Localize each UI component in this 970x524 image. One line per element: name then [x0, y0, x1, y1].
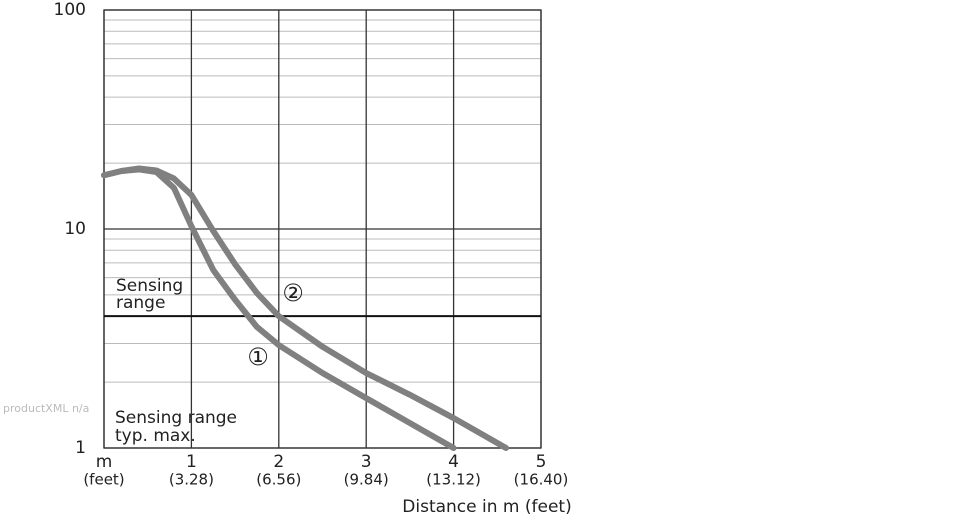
x-tick-label: 4 [448, 452, 459, 472]
y-tick-label: 10 [64, 219, 86, 239]
curve [101, 165, 510, 451]
y-axis-label: Sensing range [115, 408, 237, 428]
x-tick-label: 3 [361, 452, 372, 472]
y-axis-label: typ. max. [115, 426, 196, 446]
threshold-label: range [116, 293, 165, 313]
y-tick-label: 1 [75, 438, 86, 458]
x-axis-label: Distance in m (feet) [402, 497, 571, 517]
x-tick-sublabel: (3.28) [169, 471, 214, 489]
watermark: productXML n/a [3, 402, 89, 415]
curve-label: ② [282, 279, 304, 307]
x-tick-label: 5 [536, 452, 547, 472]
x-tick-sublabel: (13.12) [426, 471, 481, 489]
x-tick-sublabel: (9.84) [344, 471, 389, 489]
x-tick-label: 1 [186, 452, 197, 472]
x-tick-label: m [96, 452, 113, 472]
x-tick-sublabel: (feet) [83, 471, 124, 489]
x-tick-sublabel: (16.40) [514, 471, 569, 489]
threshold-label: Sensing [116, 276, 183, 296]
curve-label: ① [247, 343, 269, 371]
x-tick-label: 2 [273, 452, 284, 472]
y-tick-label: 100 [54, 0, 86, 20]
x-tick-sublabel: (6.56) [256, 471, 301, 489]
plot-border [103, 9, 542, 449]
